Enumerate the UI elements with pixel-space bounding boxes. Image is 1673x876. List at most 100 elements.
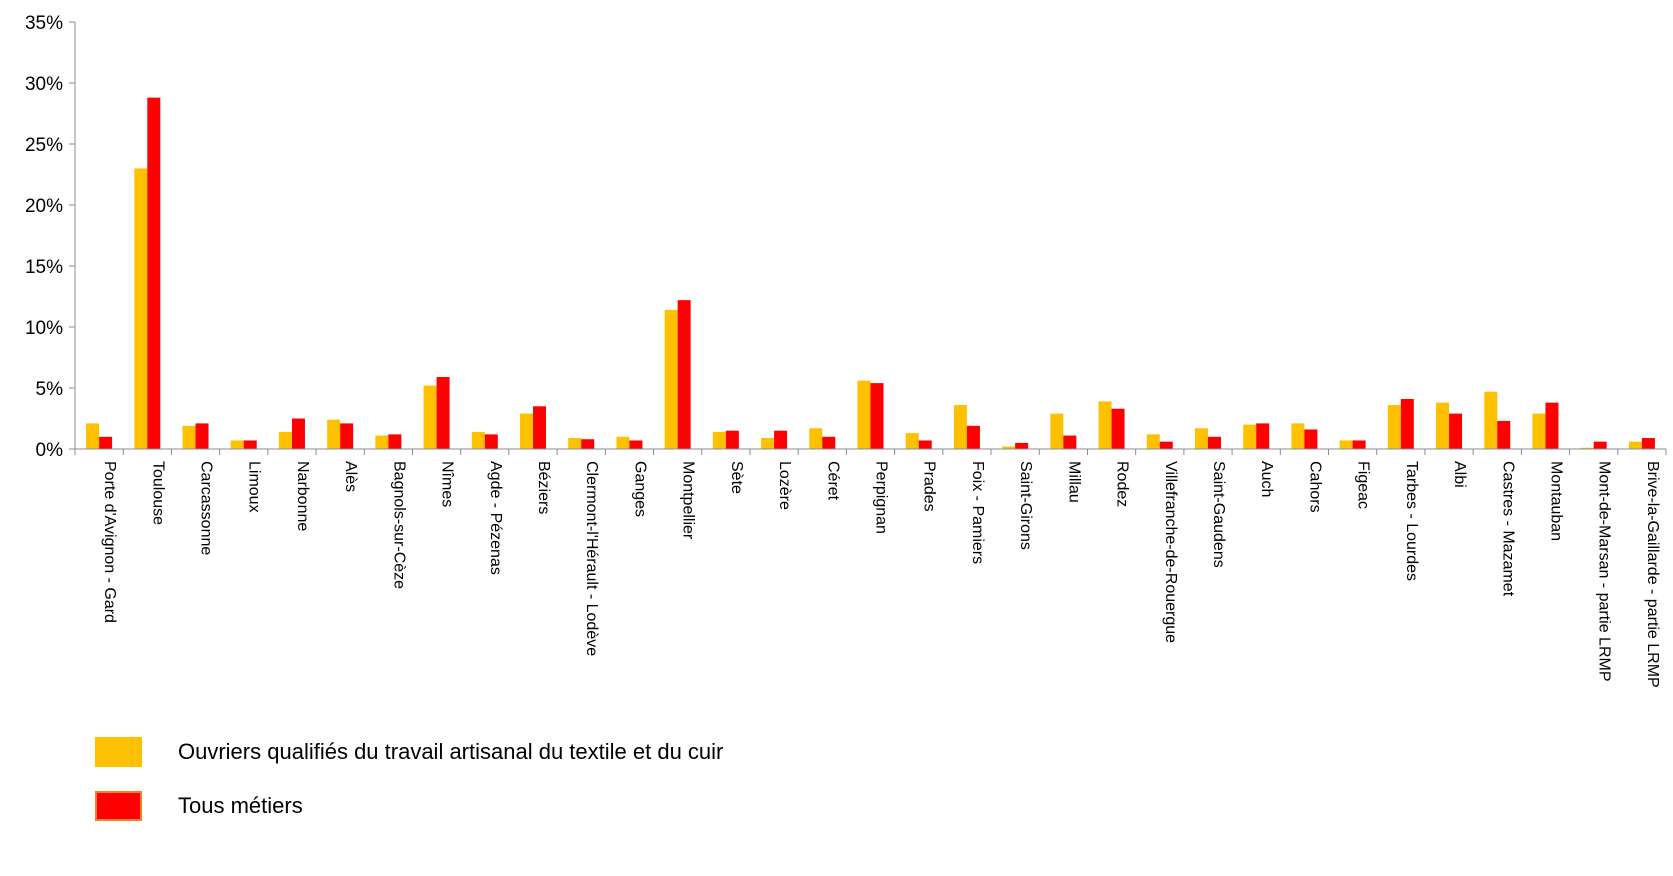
bar-tous-metiers: [725, 430, 739, 449]
y-tick-label: 15%: [25, 257, 63, 278]
bar-tous-metiers: [1063, 435, 1077, 449]
x-category-label: Perpignan: [873, 461, 890, 534]
y-tick-label: 20%: [25, 196, 63, 217]
x-category-label: Foix - Pamiers: [969, 461, 986, 564]
bar-tous-metiers: [1304, 429, 1318, 449]
x-category-label: Montauban: [1547, 461, 1564, 541]
bar-tous-metiers: [533, 406, 547, 449]
x-category-label: Bagnols-sur-Cèze: [390, 461, 407, 589]
x-category-label: Millau: [1065, 461, 1082, 503]
bar-artisanal: [664, 309, 678, 449]
x-category-label: Saint-Girons: [1017, 461, 1034, 550]
bar-artisanal: [1194, 428, 1208, 449]
y-tick-label: 30%: [25, 74, 63, 95]
bar-artisanal: [1628, 441, 1642, 449]
bar-artisanal: [375, 435, 389, 449]
bar-artisanal: [1580, 447, 1594, 449]
x-category-label: Clermont-l'Hérault - Lodève: [583, 461, 600, 656]
bar-artisanal: [712, 431, 726, 449]
bar-tous-metiers: [1449, 413, 1463, 449]
bar-artisanal: [1436, 402, 1450, 449]
legend-swatch-tous-metiers: [95, 791, 142, 821]
bar-tous-metiers: [918, 440, 932, 449]
bar-tous-metiers: [1207, 436, 1221, 449]
bar-tous-metiers: [1111, 408, 1125, 449]
x-category-label: Albi: [1451, 461, 1468, 488]
bar-tous-metiers: [291, 418, 305, 449]
y-tick-label: 0%: [36, 440, 64, 461]
bar-artisanal: [423, 385, 437, 449]
bar-artisanal: [327, 419, 341, 449]
bar-artisanal: [905, 433, 919, 449]
bar-artisanal: [1002, 446, 1016, 449]
bar-tous-metiers: [1400, 398, 1414, 449]
legend-item-tous-metiers: Tous métiers: [95, 791, 723, 821]
x-category-label: Carcassonne: [198, 461, 215, 555]
bar-tous-metiers: [1641, 438, 1655, 449]
bar-tous-metiers: [870, 383, 884, 449]
legend-swatch-artisanal: [95, 737, 142, 767]
legend: Ouvriers qualifiés du travail artisanal …: [95, 737, 723, 845]
x-axis: Porte d'Avignon - Gard Toulouse Carcassonn…: [74, 448, 1667, 688]
y-tick-label: 5%: [36, 379, 64, 400]
bar-tous-metiers: [1545, 402, 1559, 449]
x-category-label: Béziers: [535, 461, 552, 514]
bar-tous-metiers: [147, 97, 161, 449]
bar-artisanal: [230, 440, 244, 449]
bar-artisanal: [809, 428, 823, 449]
x-category-label: Castres - Mazamet: [1499, 461, 1516, 597]
y-tick-label: 35%: [25, 13, 63, 34]
legend-label-tous-metiers: Tous métiers: [178, 793, 303, 818]
bar-tous-metiers: [1352, 440, 1366, 449]
x-category-label: Villefranche-de-Rouergue: [1162, 461, 1179, 643]
bar-tous-metiers: [1159, 441, 1173, 449]
x-category-label: Ganges: [631, 461, 648, 517]
y-axis: 0% 5% 10% 15% 20% 25% 30% 35%: [25, 13, 76, 461]
x-category-label: Sète: [728, 461, 745, 494]
bar-artisanal: [182, 425, 196, 449]
bar-artisanal: [1243, 424, 1257, 449]
legend-item-artisanal: Ouvriers qualifiés du travail artisanal …: [95, 737, 723, 767]
bar-tous-metiers: [1256, 423, 1270, 449]
x-category-label: Nîmes: [439, 461, 456, 507]
bar-artisanal: [520, 413, 534, 449]
x-category-label: Saint-Gaudens: [1210, 461, 1227, 568]
x-category-label: Figeac: [1355, 461, 1372, 509]
x-category-label: Céret: [824, 461, 841, 501]
x-category-label: Agde - Pézenas: [487, 461, 504, 575]
x-category-label: Porte d'Avignon - Gard: [101, 461, 118, 623]
bar-tous-metiers: [388, 434, 402, 449]
x-category-label: Prades: [921, 461, 938, 512]
x-category-label: Limoux: [246, 461, 263, 513]
bar-artisanal: [471, 431, 485, 449]
bar-tous-metiers: [340, 423, 354, 449]
bar-tous-metiers: [822, 436, 836, 449]
bar-tous-metiers: [774, 430, 788, 449]
bar-tous-metiers: [1497, 420, 1511, 449]
x-category-label: Alès: [342, 461, 359, 492]
x-category-label: Narbonne: [294, 461, 311, 531]
x-category-label: Tarbes - Lourdes: [1403, 461, 1420, 581]
bar-artisanal: [1050, 413, 1064, 449]
bar-tous-metiers: [1015, 442, 1029, 449]
bar-tous-metiers: [677, 300, 691, 449]
bar-artisanal: [86, 423, 100, 449]
bar-artisanal: [134, 168, 148, 449]
bar-artisanal: [616, 436, 630, 449]
bar-chart: 0% 5% 10% 15% 20% 25% 30% 35% Porte d'Avignon -…: [25, 13, 1667, 688]
y-tick-label: 10%: [25, 318, 63, 339]
bar-artisanal: [278, 431, 292, 449]
legend-label-artisanal: Ouvriers qualifiés du travail artisanal …: [178, 739, 724, 764]
x-category-label: Mont-de-Marsan - partie LRMP: [1596, 461, 1613, 682]
x-category-label: Cahors: [1306, 461, 1323, 513]
bar-tous-metiers: [1593, 441, 1607, 449]
y-tick-label: 25%: [25, 135, 63, 156]
x-category-label: Toulouse: [149, 461, 166, 525]
bar-artisanal: [953, 405, 967, 449]
bar-tous-metiers: [629, 440, 643, 449]
bar-tous-metiers: [484, 434, 498, 449]
bar-artisanal: [1146, 434, 1160, 449]
bar-tous-metiers: [436, 377, 450, 449]
x-category-label: Brive-la-Gaillarde - partie LRMP: [1644, 461, 1661, 688]
x-category-label: Auch: [1258, 461, 1275, 497]
